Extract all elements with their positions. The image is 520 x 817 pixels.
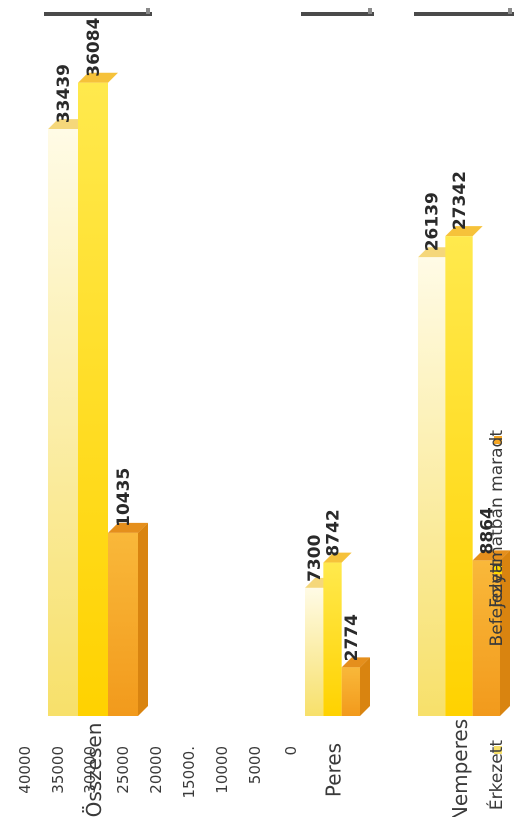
value-label: 33439 <box>54 64 74 123</box>
bar-1-2 <box>445 236 473 717</box>
value-label: 26139 <box>423 192 443 251</box>
category-label: Összesen <box>82 723 106 817</box>
category-label: Peres <box>322 743 346 797</box>
y-tick-label: 10000 <box>213 746 231 794</box>
legend-swatch <box>494 566 502 574</box>
bar-2-2 <box>472 560 500 716</box>
bar-floor <box>414 12 514 16</box>
bar-top-face <box>445 226 483 237</box>
value-label: 7300 <box>305 534 325 581</box>
y-tick-label: 0 <box>282 746 300 756</box>
value-label: 8742 <box>324 509 344 556</box>
y-tick-label: 15000. <box>180 746 198 799</box>
y-tick-label: 30000 <box>81 746 99 794</box>
bar-0-1 <box>305 587 324 716</box>
bar-1-1 <box>323 562 342 716</box>
bar-top-face <box>323 552 352 563</box>
y-axis-ticks: 40000 35000 30000 25000 20000 15000. 10000 5000… <box>16 746 300 799</box>
bar-2-0 <box>108 532 138 716</box>
y-tick-label: 20000 <box>147 746 165 794</box>
bar-side-face <box>360 657 370 716</box>
legend-label: Érkezett <box>485 740 507 810</box>
bar-top-face <box>341 657 370 668</box>
category-labels: Összesen Peres Nemperes <box>82 719 472 817</box>
bar-2-1 <box>341 667 360 716</box>
bar-back-wall <box>368 8 372 14</box>
bar-floor <box>301 12 374 16</box>
bars <box>44 8 514 717</box>
bar-top-face <box>472 550 510 561</box>
y-tick-label: 25000 <box>114 746 132 794</box>
value-label: 36084 <box>84 17 104 76</box>
bar-side-face <box>138 522 148 716</box>
bar-back-wall <box>508 8 512 14</box>
legend-label: Folyamatban maradt <box>487 430 507 608</box>
legend-swatch <box>494 436 502 444</box>
bar-0-0 <box>48 129 78 716</box>
bar-top-face <box>108 522 148 533</box>
bar-1-0 <box>78 82 108 716</box>
category-label: Nemperes <box>448 719 472 817</box>
legend-swatch <box>494 746 502 754</box>
value-label: 8864 <box>477 507 497 554</box>
value-label: 10435 <box>114 468 134 527</box>
bar-side-face <box>500 550 510 716</box>
bar-0-2 <box>418 257 446 716</box>
legend-label: Befejezett <box>487 560 507 647</box>
y-tick-label: 40000 <box>16 746 34 794</box>
y-tick-label: 5000 <box>246 746 264 784</box>
value-label: 27342 <box>450 171 470 230</box>
bar-back-wall <box>146 8 150 14</box>
value-label: 2774 <box>342 614 362 661</box>
bar-floor <box>44 12 152 16</box>
bar-top-face <box>78 72 118 83</box>
y-tick-label: 35000 <box>49 746 67 794</box>
